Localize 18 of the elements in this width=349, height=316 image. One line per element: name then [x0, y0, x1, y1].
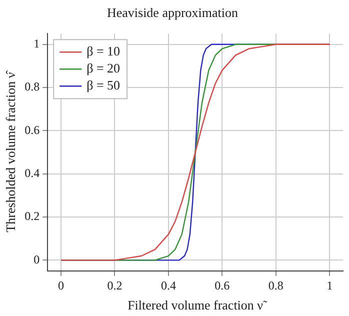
y-axis-title: Thresholded volume fraction ν̂: [3, 69, 18, 232]
x-tick-label: 0.4: [160, 278, 176, 292]
y-tick-label: 0: [34, 252, 40, 266]
y-tick-label: 0.6: [24, 122, 40, 137]
chart-title: Heaviside approximation: [106, 5, 239, 20]
x-axis-title: Filtered volume fraction ν̃: [128, 298, 268, 313]
x-tick-label: 0.8: [268, 278, 284, 292]
x-tick-label: 0: [58, 278, 64, 292]
legend-label: β = 50: [86, 78, 120, 93]
legend-label: β = 10: [86, 44, 120, 59]
y-tick-label: 0.4: [24, 166, 40, 180]
y-tick-label: 0.2: [24, 209, 40, 224]
x-tick-label: 1: [326, 278, 333, 292]
y-tick-label: 0.8: [24, 80, 40, 94]
y-tick-label: 1: [34, 36, 40, 51]
x-tick-label: 0.2: [107, 278, 122, 292]
legend-label: β = 20: [86, 60, 120, 76]
x-tick-label: 0.6: [214, 278, 230, 292]
